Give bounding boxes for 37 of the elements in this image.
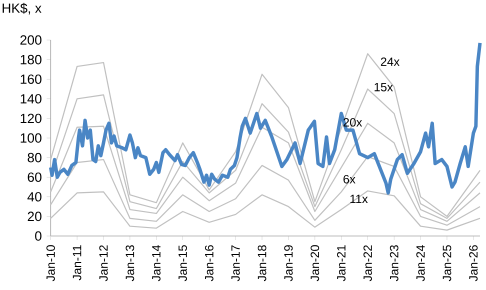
- y-tick-label: 120: [20, 114, 42, 124]
- x-tick-label: Jan-11: [72, 245, 82, 280]
- annotation: 6x: [344, 174, 356, 184]
- x-tick-label: Jan-21: [337, 245, 346, 282]
- annotation: 11x: [350, 194, 368, 204]
- x-tick-label: Jan-15: [178, 245, 187, 282]
- line-series: [48, 41, 482, 195]
- x-tick-label: Jan-26: [469, 245, 478, 282]
- x-tick-label: Jan-12: [99, 245, 108, 282]
- y-tick-label: 140: [20, 94, 42, 104]
- x-tick-label: Jan-18: [258, 245, 266, 282]
- x-tick-label: Jan-20: [310, 245, 320, 282]
- y-tick-label: 60: [28, 172, 42, 182]
- x-tick-label: Jan-19: [284, 245, 293, 282]
- y-axis-title: HK$, x: [2, 2, 42, 15]
- annotation: 15x: [374, 82, 393, 92]
- line-series: [50, 156, 481, 226]
- y-tick-label: 20: [28, 212, 42, 222]
- x-tick-label: Jan-23: [390, 245, 398, 282]
- x-tick-label: Jan-14: [152, 245, 161, 282]
- line-series: [50, 53, 481, 217]
- y-tick-label: 80: [28, 152, 42, 162]
- x-tick-label: Jan-13: [126, 245, 134, 282]
- y-tick-label: 40: [27, 192, 42, 202]
- x-tick-label: Jan-25: [442, 245, 452, 282]
- x-tick-label: Jan-17: [231, 245, 240, 282]
- line-series: [50, 190, 481, 231]
- x-tick-label: Jan-10: [46, 245, 55, 282]
- y-tick-label: 160: [20, 74, 42, 84]
- y-tick-label: 0: [35, 231, 42, 241]
- y-tick-label: 180: [20, 54, 42, 64]
- x-tick-label: Jan-16: [204, 245, 214, 282]
- x-tick-label: Jan-24: [416, 245, 425, 282]
- x-tick-label: Jan-22: [363, 245, 372, 282]
- y-tick-label: 100: [20, 133, 42, 143]
- y-tick-label: 200: [20, 35, 42, 45]
- annotation: 24x: [380, 57, 400, 66]
